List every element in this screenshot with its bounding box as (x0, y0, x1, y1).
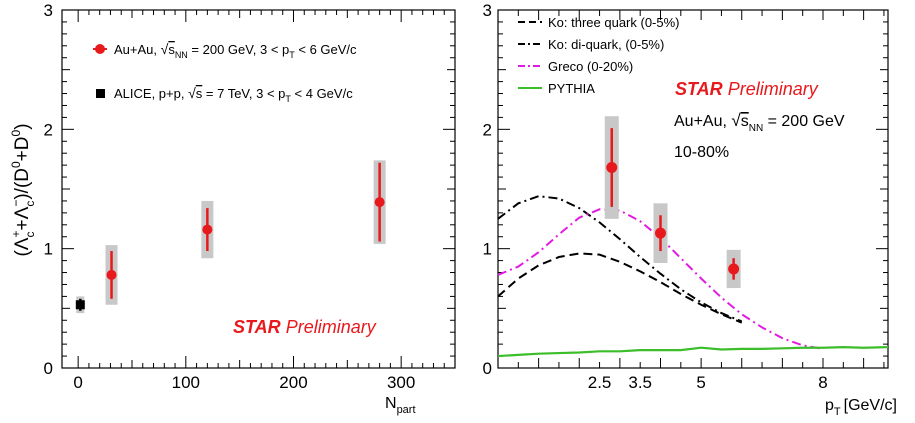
right-x-tick-label: 5 (696, 373, 705, 392)
star-data-point (726, 249, 741, 289)
marker (728, 263, 740, 275)
auau-data-point (201, 200, 214, 259)
marker (106, 269, 117, 280)
marker (655, 227, 666, 239)
right-y-tick-label: 0 (483, 359, 492, 378)
left-x-tick-label: 300 (387, 373, 415, 392)
marker (606, 162, 618, 174)
left-plot-frame (61, 9, 456, 369)
left-x-tick-label: 100 (172, 373, 200, 392)
svg-text:Au+Au, √sNN = 200 GeV, 3 < pT: Au+Au, √sNN = 200 GeV, 3 < pT < 6 GeV/c (114, 41, 357, 60)
legend-entry: PYTHIA (518, 81, 595, 96)
model-curve (497, 346, 889, 358)
right-x-axis-label: pT [GeV/c] (825, 397, 897, 418)
left-y-tick-label: 1 (44, 240, 53, 259)
right-tick-labels: 0 1 2 3 2.5 3.5 5 8 (483, 1, 828, 392)
svg-text:ALICE, p+p, √s = 7 TeV, 3 < pT: ALICE, p+p, √s = 7 TeV, 3 < pT < 4 GeV/c (114, 85, 353, 104)
legend-entry-auau: Au+Au, √sNN = 200 GeV, 3 < pT < 6 GeV/c (93, 41, 357, 60)
left-data-points (75, 160, 386, 314)
right-y-tick-label: 1 (483, 240, 492, 259)
left-legend: Au+Au, √sNN = 200 GeV, 3 < pT < 6 GeV/c … (93, 41, 357, 104)
model-curve (497, 252, 743, 324)
svg-text:(Λc++Λc−)/(D0+D0): (Λc++Λc−)/(D0+D0) (9, 123, 37, 256)
left-x-tick-label: 200 (279, 373, 307, 392)
left-x-axis-label: Npart (385, 395, 416, 416)
right-x-tick-label: 3.5 (628, 373, 652, 392)
star-data-point (653, 203, 668, 263)
right-star-preliminary: STAR Preliminary (675, 79, 819, 99)
right-panel: 0 1 2 3 2.5 3.5 5 8 pT [GeV/c] Ko: three quark (… (483, 1, 897, 418)
left-tick-labels: 0 1 2 3 0 100 200 300 (44, 1, 416, 392)
right-data-points (604, 116, 741, 289)
left-x-tick-label: 0 (73, 373, 82, 392)
legend-label: Ko: di-quark, (0-5%) (548, 37, 664, 52)
legend-label: Greco (0-20%) (548, 59, 633, 74)
left-y-tick-label: 3 (44, 1, 53, 20)
legend-entry: Greco (0-20%) (518, 59, 633, 74)
marker (374, 197, 385, 208)
marker (75, 300, 85, 310)
legend-entry-alice: ALICE, p+p, √s = 7 TeV, 3 < pT < 4 GeV/c (96, 85, 353, 104)
right-centrality-label: 10-80% (674, 144, 729, 161)
right-y-tick-label: 3 (483, 1, 492, 20)
star-data-point (604, 116, 619, 219)
auau-data-point (373, 160, 386, 244)
right-y-tick-label: 2 (483, 120, 492, 139)
model-curve (497, 195, 743, 323)
marker (202, 224, 213, 235)
left-axis-ticks (62, 9, 456, 369)
left-panel: 0 1 2 3 0 100 200 300 (Λc++Λc−)/(D0+D0) Npart A… (9, 1, 456, 416)
left-y-tick-label: 2 (44, 120, 53, 139)
left-y-tick-label: 0 (44, 359, 53, 378)
auau-data-point (105, 245, 118, 305)
right-x-tick-label: 2.5 (588, 373, 612, 392)
right-axis-ticks (498, 9, 888, 369)
right-x-tick-label: 8 (818, 373, 827, 392)
legend-entry: Ko: three quark (0-5%) (518, 15, 680, 30)
legend-label: PYTHIA (548, 81, 595, 96)
left-y-axis-label: (Λc++Λc−)/(D0+D0) (9, 123, 37, 256)
right-model-curves (497, 195, 889, 358)
legend-label: Ko: three quark (0-5%) (548, 15, 680, 30)
alice-data-point (75, 296, 85, 314)
legend-entry: Ko: di-quark, (0-5%) (518, 37, 664, 52)
right-legend: Ko: three quark (0-5%) Ko: di-quark, (0-5… (518, 15, 680, 96)
left-star-preliminary: STAR Preliminary (233, 317, 377, 337)
right-system-label: Au+Au, √sNN = 200 GeV (674, 111, 845, 134)
